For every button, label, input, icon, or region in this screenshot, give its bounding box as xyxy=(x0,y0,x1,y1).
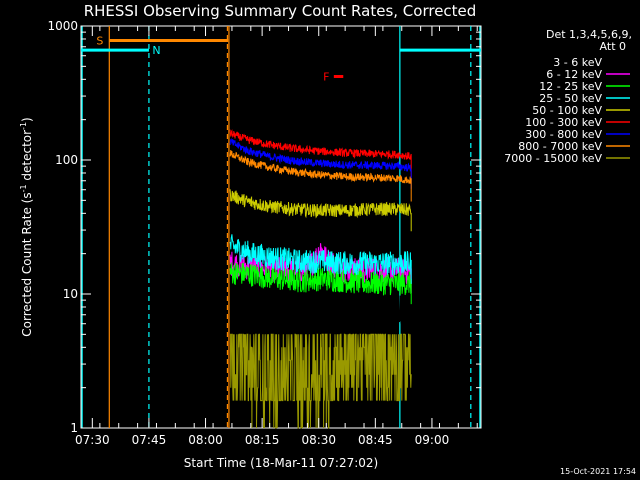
legend-entry-label: 300 - 800 keV xyxy=(525,128,602,141)
x-tick-label: 07:45 xyxy=(132,433,167,447)
flag-bars: S N F xyxy=(81,34,481,83)
legend-entry-label: 800 - 7000 keV xyxy=(518,140,602,153)
chart-title: RHESSI Observing Summary Count Rates, Co… xyxy=(84,2,477,20)
legend-header-1: Det 1,3,4,5,6,9, xyxy=(546,28,632,41)
y-tick-label: 10 xyxy=(63,287,78,301)
series-line xyxy=(229,266,412,332)
legend-entry-label: 3 - 6 keV xyxy=(553,56,602,69)
series-line xyxy=(229,234,412,284)
y-tick-label: 100 xyxy=(55,153,78,167)
legend-entry-label: 25 - 50 keV xyxy=(539,92,602,105)
flag-label: N xyxy=(152,44,160,57)
legend-entry-label: 50 - 100 keV xyxy=(532,104,602,117)
axis-ticks: 1 10 100 1000 07:30 07:45 08:00 08:15 08:30 08:45… xyxy=(47,19,481,447)
x-axis-label: Start Time (18-Mar-11 07:27:02) xyxy=(184,456,378,470)
series-line xyxy=(229,138,412,189)
flag-label: S xyxy=(96,34,103,47)
series-lines xyxy=(229,129,412,429)
legend-entry-label: 100 - 300 keV xyxy=(525,116,602,129)
legend-entry-label: 6 - 12 keV xyxy=(546,68,602,81)
legend-entry-label: 7000 - 15000 keV xyxy=(504,152,602,165)
x-tick-label: 07:30 xyxy=(75,433,110,447)
series-line xyxy=(229,333,412,429)
x-tick-label: 08:15 xyxy=(245,433,280,447)
y-tick-label: 1 xyxy=(70,421,78,435)
x-tick-label: 08:30 xyxy=(301,433,336,447)
y-tick-label: 1000 xyxy=(47,19,78,33)
series-line xyxy=(229,129,412,178)
flag-label: F xyxy=(323,70,329,83)
plot-area xyxy=(80,25,482,429)
series-line xyxy=(229,189,412,232)
y-axis-label: Corrected Count Rate (s-1 detector-1) xyxy=(19,117,34,336)
legend-header-2: Att 0 xyxy=(600,40,626,53)
legend-entry-label: 12 - 25 keV xyxy=(539,80,602,93)
series-line xyxy=(229,150,412,202)
footer-timestamp: 15-Oct-2021 17:54 xyxy=(560,467,636,476)
series-line xyxy=(229,262,412,305)
x-tick-label: 09:00 xyxy=(415,433,450,447)
x-tick-label: 08:00 xyxy=(188,433,223,447)
x-tick-label: 08:45 xyxy=(358,433,393,447)
vertical-markers xyxy=(81,26,481,428)
